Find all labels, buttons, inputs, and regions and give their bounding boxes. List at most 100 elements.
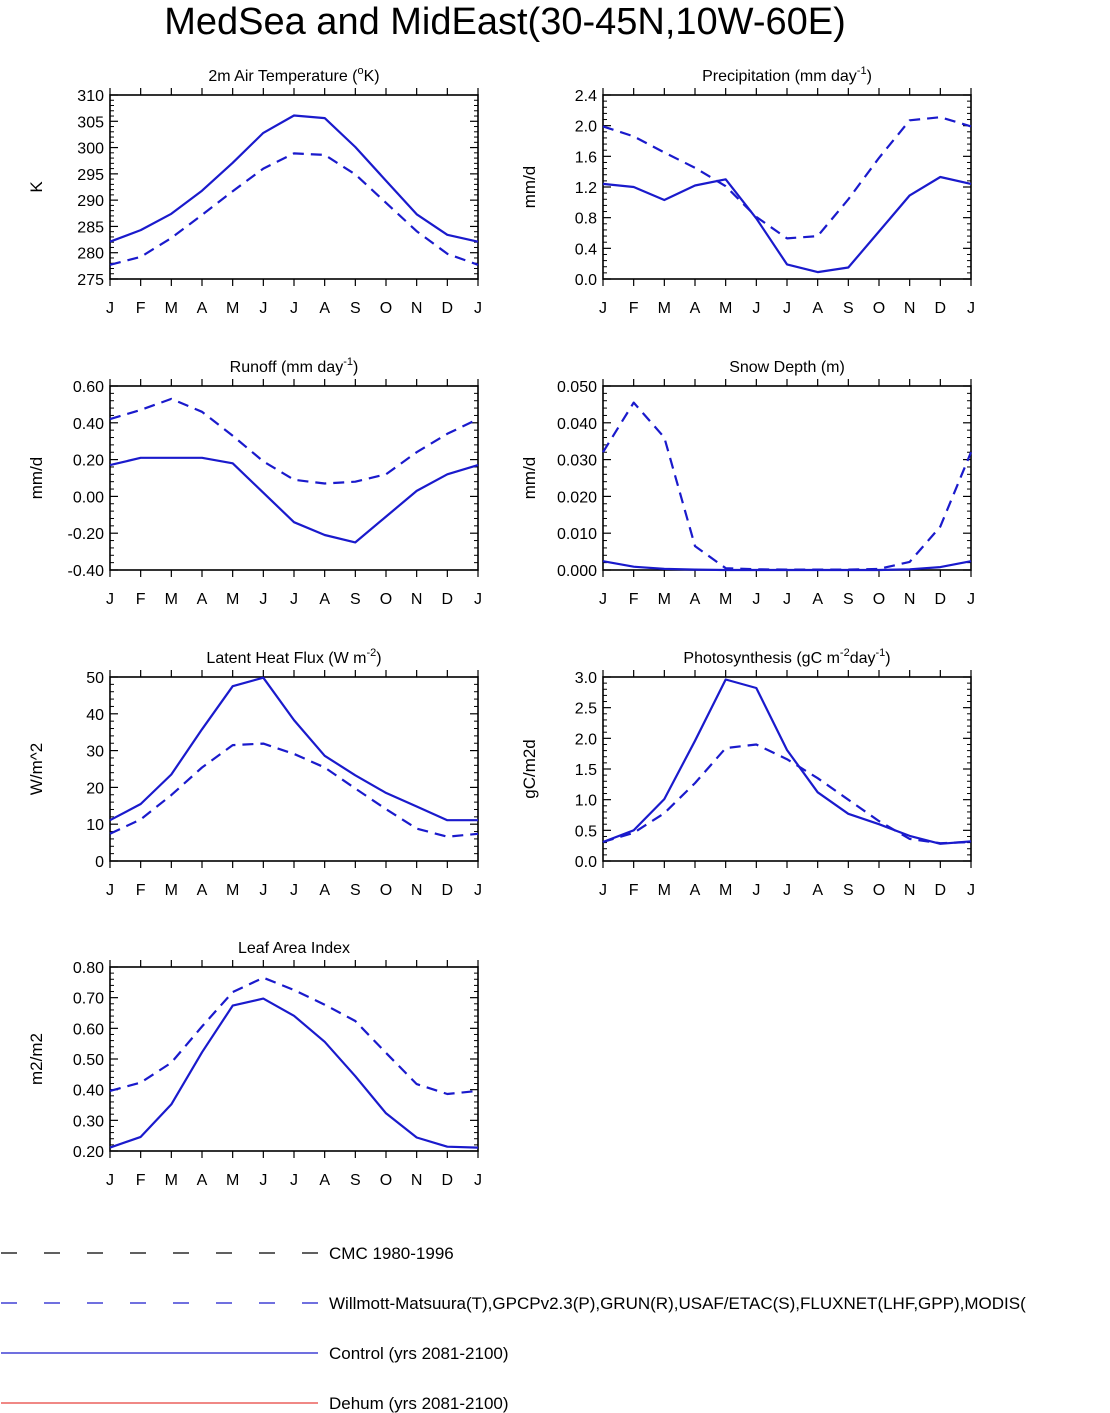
x-tick-label: M xyxy=(226,882,239,899)
y-tick-label: 0.40 xyxy=(73,1083,104,1100)
x-tick-label: J xyxy=(259,882,267,899)
y-axis-label: mm/d xyxy=(520,457,539,500)
x-tick-label: J xyxy=(259,300,267,317)
x-tick-label: D xyxy=(935,882,947,899)
panel-title: Runoff (mm day-1) xyxy=(230,356,359,376)
x-tick-label: A xyxy=(690,300,701,317)
panel-4: 0.000 0.010 0.020 0.030 0.040 0.050 J F M A M J J A S O… xyxy=(520,359,975,608)
x-tick-label: N xyxy=(411,591,423,608)
panel-title: 2m Air Temperature (oK) xyxy=(208,65,379,85)
x-tick-label: M xyxy=(165,591,178,608)
plot-frame xyxy=(109,385,479,571)
title-superscript: -1 xyxy=(857,65,867,77)
panel-title: Snow Depth (m) xyxy=(729,359,845,376)
y-tick-label: 30 xyxy=(86,744,104,761)
x-tick-label: J xyxy=(783,882,791,899)
x-tick-label: M xyxy=(658,300,671,317)
title-text: Leaf Area Index xyxy=(238,940,350,957)
y-tick-label: 0.4 xyxy=(575,241,597,258)
legend-label-3: Control (yrs 2081-2100) xyxy=(329,1344,509,1363)
y-tick-label: 50 xyxy=(86,670,104,687)
legend-label-4: Dehum (yrs 2081-2100) xyxy=(329,1394,509,1413)
x-tick-label: A xyxy=(197,882,208,899)
panel-title: Latent Heat Flux (W m-2) xyxy=(206,647,381,667)
x-tick-label: J xyxy=(967,591,975,608)
x-tick-label: F xyxy=(136,1172,146,1189)
x-tick-label: J xyxy=(474,882,482,899)
y-tick-label: 0.030 xyxy=(557,453,597,470)
x-tick-label: J xyxy=(967,882,975,899)
y-tick-label: 280 xyxy=(77,246,104,263)
y-tick-label: 0.70 xyxy=(73,991,104,1008)
panel-title: Precipitation (mm day-1) xyxy=(702,65,872,85)
title-text: K) xyxy=(364,68,380,85)
panel-2: 0.0 0.4 0.8 1.2 1.6 2.0 2.4 J F M A M J J A S O N D J Precip… xyxy=(520,65,975,317)
x-tick-label: J xyxy=(752,300,760,317)
x-tick-label: J xyxy=(474,591,482,608)
y-tick-label: 0.0 xyxy=(575,272,597,289)
y-tick-label: 0.60 xyxy=(73,379,104,396)
title-text: Photosynthesis (gC m xyxy=(683,650,840,667)
series-line-observed xyxy=(109,397,479,485)
x-tick-label: D xyxy=(442,300,454,317)
x-tick-label: D xyxy=(935,591,947,608)
series-line-observed xyxy=(109,742,479,838)
title-text: Precipitation (mm day xyxy=(702,68,857,85)
x-tick-label: D xyxy=(442,1172,454,1189)
title-text: ) xyxy=(885,650,890,667)
plot-frame xyxy=(602,676,972,862)
y-tick-label: 1.5 xyxy=(575,762,597,779)
y-tick-label: 0.40 xyxy=(73,416,104,433)
panel-3: -0.40 -0.20 0.00 0.20 0.40 0.60 J F M A M J J A S O N D J R… xyxy=(27,356,482,608)
title-text: ) xyxy=(867,68,872,85)
x-tick-label: J xyxy=(106,300,114,317)
x-tick-label: N xyxy=(411,882,423,899)
title-superscript: -2 xyxy=(366,647,376,659)
y-tick-label: 310 xyxy=(77,88,104,105)
series-line-observed xyxy=(602,743,972,845)
y-tick-label: 0.0 xyxy=(575,854,597,871)
y-tick-label: 275 xyxy=(77,272,104,289)
legend: CMC 1980-1996 Willmott-Matsuura(T),GPCPv2… xyxy=(1,1244,1026,1413)
x-tick-label: N xyxy=(411,1172,423,1189)
x-tick-label: M xyxy=(719,300,732,317)
series-line-control xyxy=(602,560,972,572)
y-tick-label: 2.0 xyxy=(575,731,597,748)
x-tick-label: A xyxy=(197,1172,208,1189)
x-tick-label: M xyxy=(719,882,732,899)
x-tick-label: A xyxy=(319,882,330,899)
y-tick-label: 290 xyxy=(77,193,104,210)
y-tick-label: 0.50 xyxy=(73,1052,104,1069)
x-tick-label: A xyxy=(812,882,823,899)
x-tick-label: A xyxy=(812,300,823,317)
y-tick-label: 0.050 xyxy=(557,379,597,396)
x-tick-label: J xyxy=(752,591,760,608)
x-tick-label: N xyxy=(904,300,916,317)
x-tick-label: J xyxy=(106,591,114,608)
x-tick-label: O xyxy=(873,591,885,608)
series-line-control xyxy=(109,456,479,544)
x-tick-label: A xyxy=(319,591,330,608)
series-line-control xyxy=(602,678,972,845)
x-tick-label: M xyxy=(226,591,239,608)
x-tick-label: J xyxy=(290,300,298,317)
x-tick-label: J xyxy=(599,300,607,317)
x-tick-label: A xyxy=(319,300,330,317)
title-text: Runoff (mm day xyxy=(230,359,344,376)
x-tick-label: M xyxy=(719,591,732,608)
x-tick-label: A xyxy=(690,882,701,899)
series-line-observed xyxy=(109,152,479,266)
panel-1: 275 280 285 290 295 300 305 310 J F M A M J J A S O N D J 2m … xyxy=(27,65,482,317)
x-tick-label: J xyxy=(599,591,607,608)
legend-label-1: CMC 1980-1996 xyxy=(329,1244,454,1263)
y-tick-label: 0.8 xyxy=(575,211,597,228)
x-tick-label: M xyxy=(165,1172,178,1189)
x-tick-label: F xyxy=(629,882,639,899)
x-tick-label: S xyxy=(843,882,854,899)
y-axis-label: mm/d xyxy=(520,166,539,209)
y-tick-label: 305 xyxy=(77,114,104,131)
y-tick-label: -0.20 xyxy=(68,526,105,543)
x-tick-label: J xyxy=(290,1172,298,1189)
y-tick-label: 10 xyxy=(86,817,104,834)
